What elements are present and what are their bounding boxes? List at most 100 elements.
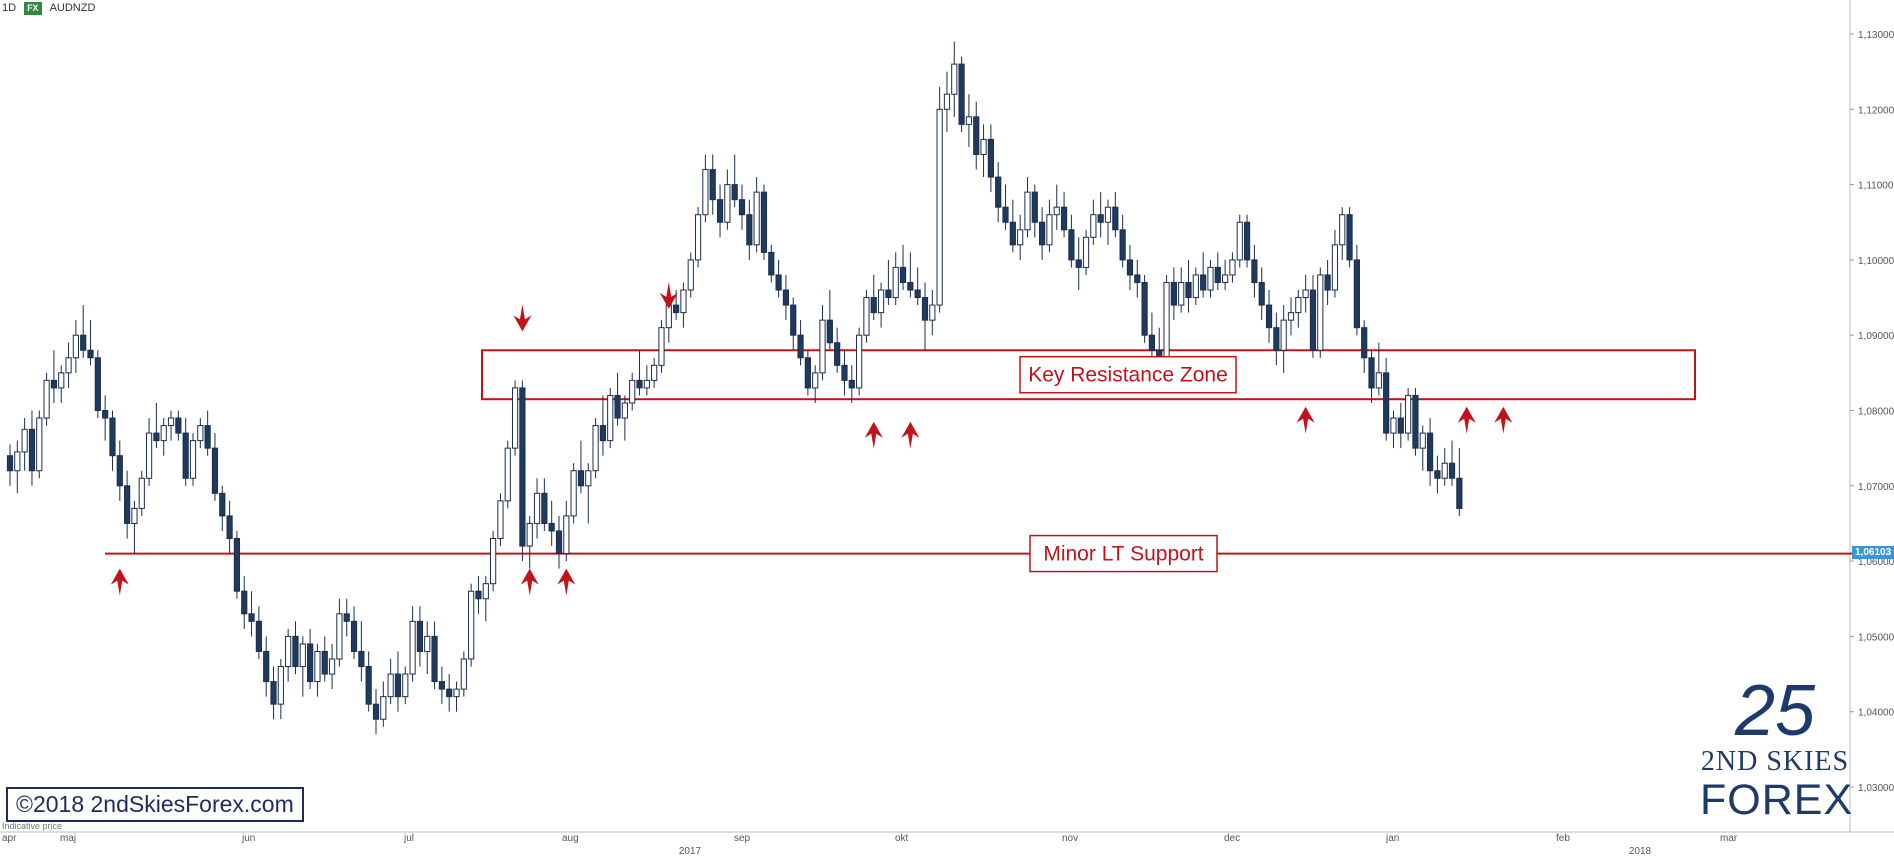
candle: [1324, 259, 1331, 306]
candle-body-down: [233, 538, 241, 592]
candle: [1251, 244, 1258, 298]
candle: [541, 478, 548, 531]
candle-body-up: [138, 477, 145, 509]
candle-body-up: [1178, 281, 1185, 306]
candle: [1280, 305, 1287, 373]
candle: [482, 576, 489, 622]
candle-body-down: [153, 432, 160, 442]
candle: [1031, 184, 1038, 238]
candle: [548, 500, 555, 547]
candle: [175, 410, 182, 441]
candle: [694, 207, 702, 268]
candle-body-up: [460, 658, 467, 690]
candle-body-down: [431, 635, 438, 683]
y-tick-label: 1,07000: [1858, 482, 1894, 493]
candle: [1353, 244, 1360, 336]
x-tick-label: feb: [1556, 833, 1570, 844]
fx-badge-icon: FX: [24, 1, 42, 15]
candle: [929, 290, 936, 336]
candle-body-up: [1317, 274, 1324, 351]
candle-body-up: [328, 658, 336, 675]
y-tick-label: 1,04000: [1858, 708, 1894, 719]
candle: [592, 418, 599, 479]
candle: [307, 628, 314, 690]
candle: [775, 259, 782, 298]
candle-body-up: [643, 379, 650, 389]
candle-body-down: [1258, 281, 1265, 306]
candle: [687, 252, 694, 298]
year-label: 2017: [679, 846, 702, 857]
candle-body-down: [914, 289, 921, 299]
candle-body-down: [1251, 259, 1258, 283]
candle: [804, 350, 811, 396]
candle: [1368, 350, 1375, 403]
candle: [65, 342, 72, 388]
chart-header: 1D FX AUDNZD: [0, 0, 95, 16]
candle: [1405, 387, 1412, 441]
symbol-label[interactable]: AUDNZD: [49, 2, 96, 14]
candle: [328, 643, 336, 690]
candle: [446, 674, 453, 712]
arrow-up-icon: [1457, 406, 1476, 434]
candle-body-up: [563, 515, 570, 555]
candle-body-up: [724, 184, 731, 223]
candle: [116, 440, 123, 501]
candle: [167, 410, 175, 441]
x-tick-label: aug: [562, 833, 579, 844]
candle: [1434, 455, 1441, 494]
support-label: Minor LT Support: [1043, 543, 1203, 566]
candle: [490, 530, 497, 592]
indicative-price-label: Indicative price: [2, 821, 62, 831]
candle: [14, 440, 21, 494]
candle: [1192, 267, 1199, 306]
candle: [782, 274, 790, 321]
candle-body-down: [1170, 281, 1177, 306]
candle: [160, 418, 167, 456]
candle-body-down: [848, 379, 855, 389]
candle: [1222, 259, 1229, 291]
candle-body-down: [907, 281, 914, 291]
candle: [870, 274, 877, 321]
candle: [819, 305, 826, 381]
candle-body-down: [1426, 432, 1434, 472]
candle-body-down: [1273, 327, 1280, 351]
arrow-up-icon: [901, 421, 920, 449]
candle: [50, 350, 58, 403]
candle: [36, 410, 43, 479]
candle: [109, 410, 116, 471]
candle-body-up: [980, 138, 987, 155]
arrow-up-icon: [1494, 406, 1513, 434]
candle-body-up: [687, 259, 694, 291]
interval-label[interactable]: 1D: [2, 2, 17, 14]
candle: [204, 410, 211, 456]
candle-body-down: [577, 470, 585, 487]
candle-body-down: [1200, 274, 1207, 291]
key-resistance-zone[interactable]: [481, 349, 1696, 401]
candle-body-up: [197, 425, 204, 442]
candle: [738, 184, 746, 230]
candle-body-down: [1361, 327, 1368, 359]
candle-body-up: [409, 620, 416, 675]
candle: [182, 418, 189, 486]
candle: [790, 297, 797, 351]
candle-body-down: [350, 620, 358, 652]
candle: [885, 259, 892, 306]
candle-body-down: [804, 357, 811, 389]
candle: [145, 418, 153, 486]
candle-body-up: [1390, 417, 1397, 434]
candle: [1185, 259, 1192, 313]
candle: [1383, 357, 1390, 441]
candle-body-down: [226, 515, 233, 540]
candle-body-up: [1375, 372, 1382, 389]
candle-body-down: [1214, 266, 1221, 283]
candle-body-up: [1295, 297, 1302, 314]
candle-body-up: [1331, 244, 1339, 291]
candle: [387, 658, 394, 705]
candle-body-down: [394, 673, 402, 698]
candle-body-down: [292, 635, 299, 668]
candle: [731, 154, 738, 208]
candle-body-down: [204, 425, 211, 449]
candle: [892, 252, 899, 306]
